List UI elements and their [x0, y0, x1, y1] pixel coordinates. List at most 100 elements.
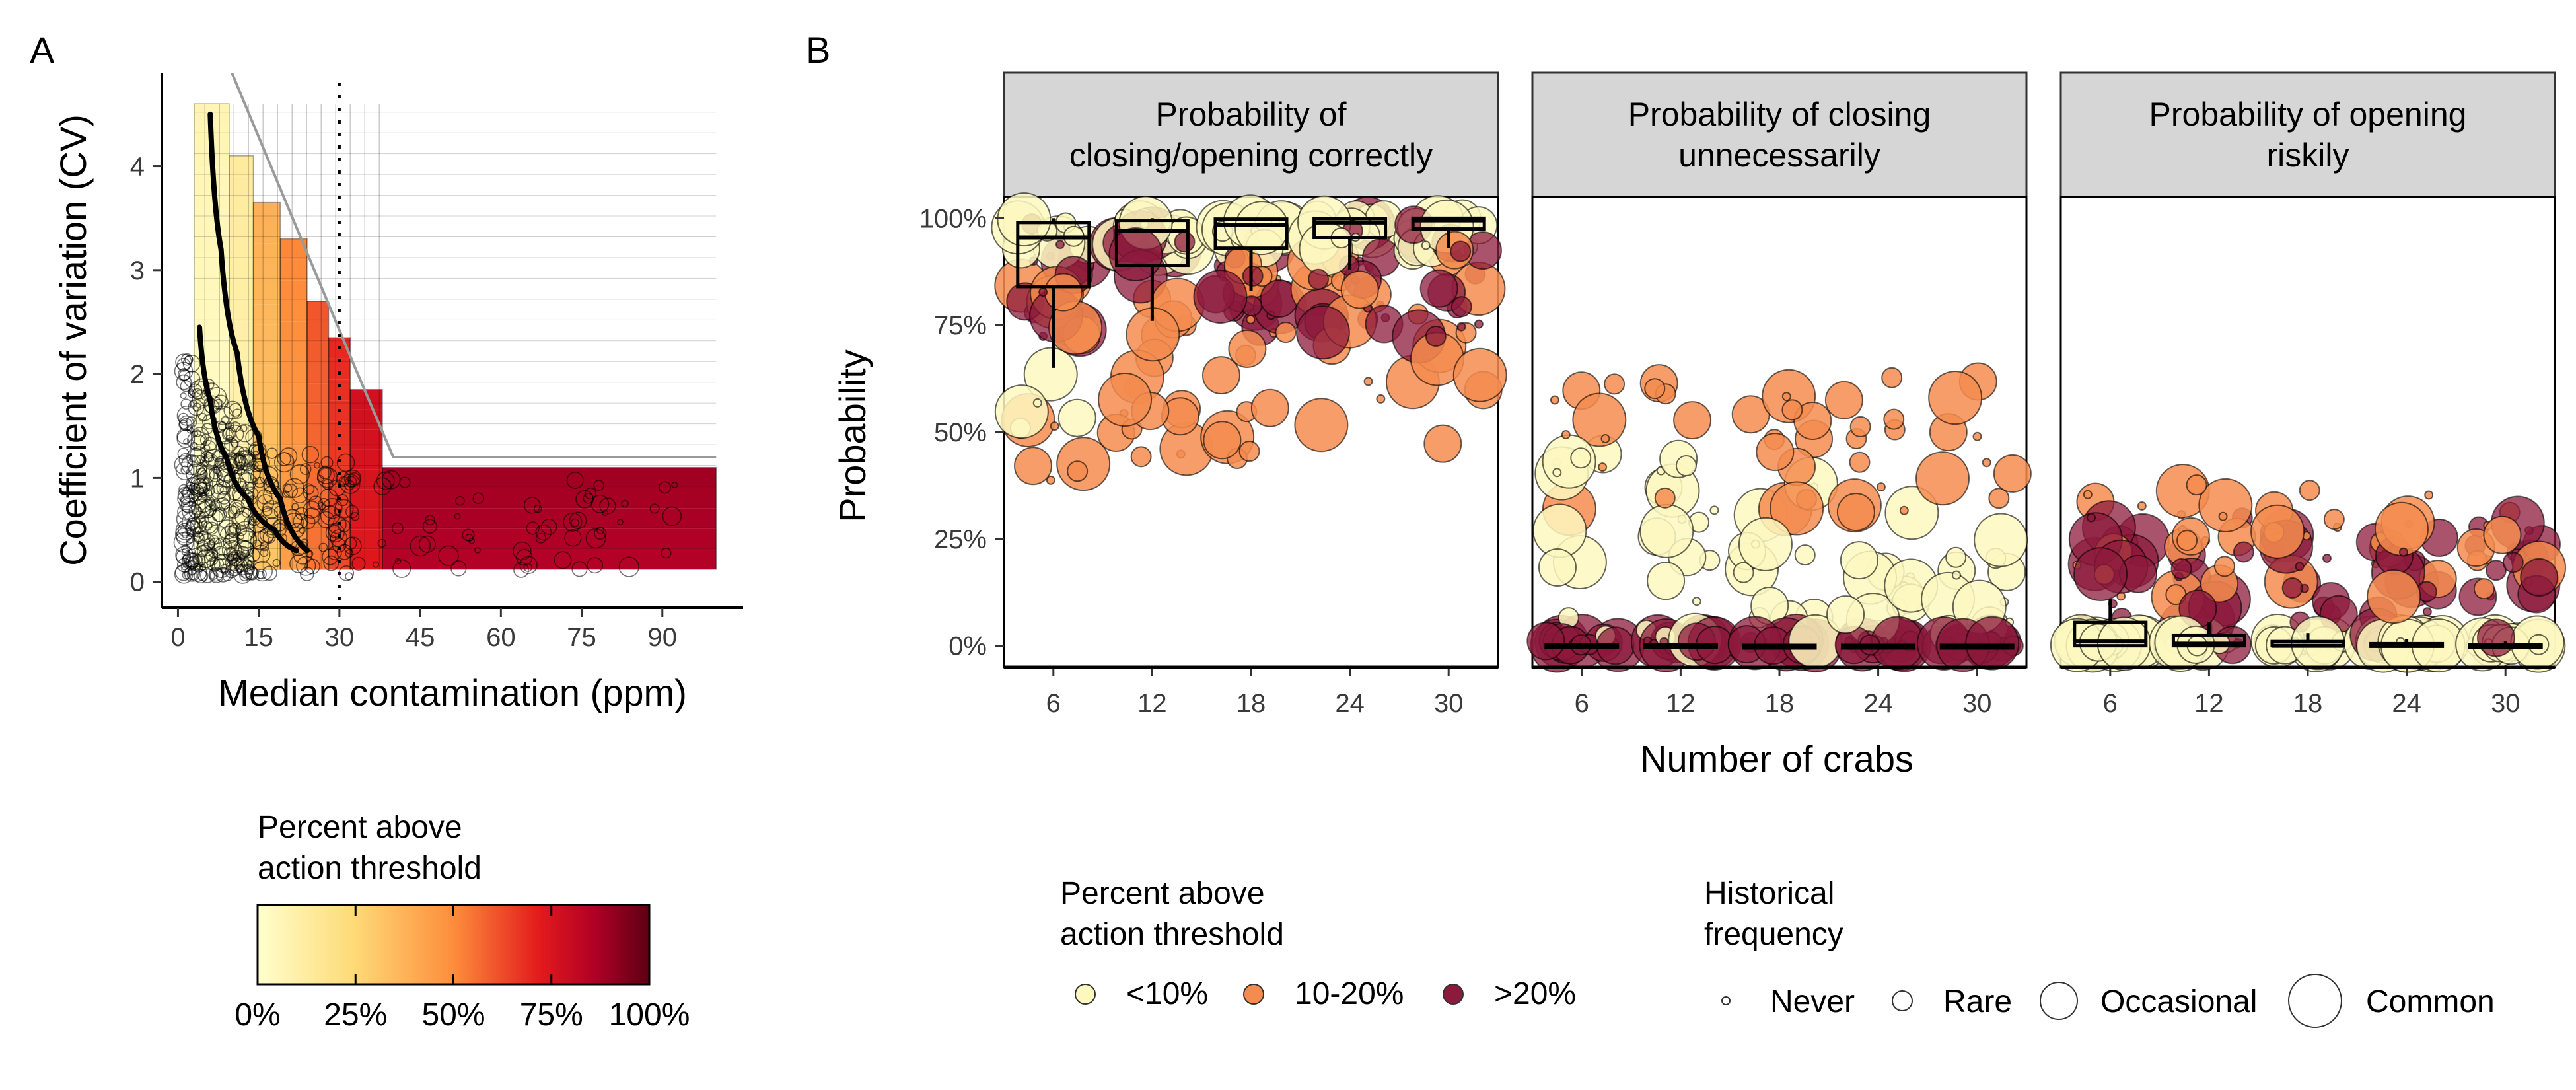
contamination-point — [203, 538, 215, 550]
contamination-point — [301, 515, 316, 530]
contamination-point — [513, 562, 529, 578]
contamination-point — [189, 446, 207, 464]
data-point — [1738, 517, 1793, 571]
x-tick-label: 30 — [1434, 689, 1464, 718]
data-point — [1238, 441, 1260, 462]
points-legend-title-line1: Percent above — [1060, 876, 1265, 911]
contamination-point — [250, 531, 269, 550]
contamination-point — [192, 563, 201, 572]
contamination-point — [519, 556, 538, 574]
data-point — [994, 384, 1049, 439]
heat-cell — [307, 404, 329, 425]
legend-points: Percent above action threshold <10% 10-2… — [1060, 876, 1576, 1011]
contamination-point — [618, 556, 639, 577]
data-point — [1421, 240, 1431, 250]
contamination-point — [299, 527, 306, 534]
data-point — [1836, 493, 1875, 532]
data-point — [1340, 270, 1379, 309]
heat-cell — [194, 209, 229, 231]
contamination-point — [262, 530, 276, 544]
data-point — [1203, 421, 1242, 460]
boxplot-box — [1016, 221, 1091, 289]
x-tick-label: 6 — [2103, 689, 2118, 718]
heat-cell — [350, 429, 383, 450]
heat-cell — [229, 238, 254, 260]
contamination-point — [372, 561, 379, 568]
heat-cell — [253, 283, 281, 305]
heat-cell — [194, 188, 229, 210]
contamination-point — [317, 511, 335, 528]
contamination-point — [209, 556, 224, 571]
contamination-point — [327, 546, 342, 560]
contamination-point — [252, 560, 273, 582]
data-point — [1363, 377, 1373, 386]
data-point — [1376, 394, 1386, 404]
contamination-point — [245, 572, 252, 579]
contamination-point — [332, 538, 347, 553]
x-tick-label: 12 — [1137, 689, 1167, 718]
contamination-point — [256, 494, 275, 512]
x-tick-label: 24 — [2392, 689, 2421, 718]
contamination-point — [533, 504, 542, 513]
size-legend-title-line2: frequency — [1704, 917, 1843, 952]
data-point — [1928, 371, 1983, 425]
data-point — [1849, 416, 1871, 437]
data-point — [2322, 554, 2332, 563]
data-point — [1840, 541, 1878, 580]
contamination-point — [455, 496, 465, 506]
data-point — [2520, 558, 2559, 597]
contamination-point — [293, 513, 309, 529]
y-ticks-b: 0% 25% 50% 75% 100% — [919, 204, 1004, 661]
contamination-point — [203, 444, 211, 451]
contamination-point — [199, 515, 218, 534]
data-point — [1552, 468, 1562, 478]
data-point — [1067, 460, 1089, 482]
data-point — [1826, 595, 1865, 634]
data-point — [2483, 515, 2522, 554]
data-point — [1781, 399, 1803, 421]
data-point — [1130, 446, 1152, 468]
facet-title-line: riskily — [2267, 137, 2349, 174]
heat-cell — [280, 321, 307, 342]
contamination-point — [176, 428, 193, 445]
contamination-point — [523, 497, 541, 514]
boxplot-box — [2073, 620, 2148, 648]
size-swatch-rare — [1892, 990, 1913, 1011]
contamination-point — [450, 560, 467, 577]
heat-cell — [280, 383, 307, 404]
heat-cell — [194, 231, 229, 252]
data-point — [1044, 273, 1083, 312]
contamination-point — [350, 512, 360, 521]
data-point — [2137, 501, 2147, 511]
contamination-point — [621, 499, 629, 508]
x-tick-label: 45 — [406, 623, 435, 652]
data-point — [1756, 433, 1795, 472]
contamination-point — [569, 511, 587, 530]
data-point — [1174, 231, 1196, 253]
contamination-point — [540, 519, 557, 535]
x-tick-label: 18 — [1236, 689, 1266, 718]
contamination-point — [192, 402, 201, 412]
heat-cell — [253, 406, 281, 427]
y-axis-label-b: Probability — [832, 349, 873, 522]
y-ticks-a: 0 1 2 3 4 — [130, 153, 162, 597]
contamination-point — [236, 546, 250, 559]
data-point — [1733, 562, 1754, 583]
data-point — [2476, 618, 2515, 657]
contamination-point — [252, 451, 260, 457]
data-point — [1883, 408, 1905, 430]
data-point — [1794, 544, 1816, 566]
data-point — [2374, 501, 2429, 556]
heat-cell — [307, 528, 329, 549]
heat-cell — [229, 155, 254, 177]
data-point — [1598, 462, 1608, 472]
data-point — [2473, 578, 2495, 600]
x-tick-label: 75 — [567, 623, 596, 652]
contamination-point — [318, 466, 332, 480]
heat-cell — [229, 176, 254, 198]
x-tick-label: 0 — [170, 623, 185, 652]
x-axis-label-b: Number of crabs — [1640, 738, 1914, 780]
contamination-point — [231, 556, 238, 563]
x-tick-label: 18 — [2293, 689, 2323, 718]
